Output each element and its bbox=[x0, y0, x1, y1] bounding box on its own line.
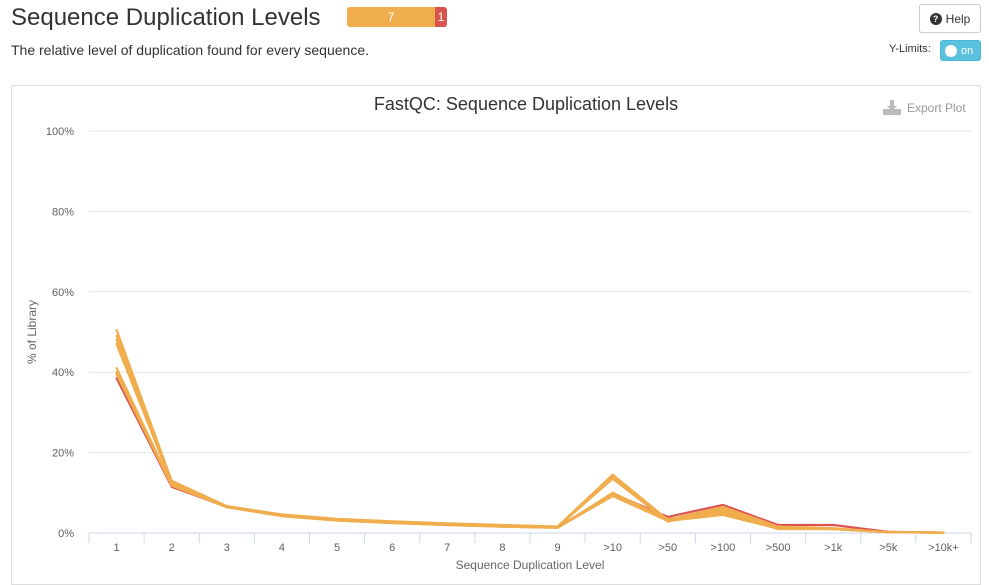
x-axis-label: Sequence Duplication Level bbox=[456, 558, 605, 572]
series-line-8 bbox=[115, 343, 945, 534]
export-plot-button[interactable]: Export Plot bbox=[883, 100, 966, 115]
x-tick-label: 3 bbox=[224, 542, 230, 554]
x-tick-label: 8 bbox=[499, 542, 505, 554]
y-tick-label: 20% bbox=[52, 448, 74, 460]
question-circle-icon: ? bbox=[929, 12, 942, 25]
help-button-label: Help bbox=[945, 11, 971, 26]
plot-panel bbox=[11, 85, 981, 585]
chart-title: FastQC: Sequence Duplication Levels bbox=[374, 94, 678, 114]
x-tick-label: 2 bbox=[169, 542, 175, 554]
x-tick-label: >500 bbox=[766, 542, 791, 554]
x-tick-label: 1 bbox=[114, 542, 120, 554]
export-plot-label: Export Plot bbox=[907, 100, 966, 115]
x-tick-label: >10 bbox=[603, 542, 622, 554]
x-tick-label: 4 bbox=[279, 542, 285, 554]
y-tick-label: 100% bbox=[46, 126, 74, 138]
warn-count-badge[interactable]: 7 bbox=[347, 7, 435, 27]
fail-count-badge[interactable]: 1 bbox=[435, 7, 447, 27]
x-tick-label: 9 bbox=[555, 542, 561, 554]
x-tick-label: >10k+ bbox=[928, 542, 959, 554]
series-line-6 bbox=[115, 334, 945, 534]
ylimits-toggle-label: on bbox=[961, 44, 974, 57]
help-button[interactable]: ? Help bbox=[919, 4, 981, 33]
toggle-knob bbox=[945, 44, 957, 57]
x-tick-label: >1k bbox=[824, 542, 843, 554]
x-tick-label: >50 bbox=[658, 542, 677, 554]
page-title: Sequence Duplication Levels bbox=[11, 4, 321, 31]
x-tick-label: 7 bbox=[444, 542, 450, 554]
y-axis-label: % of Library bbox=[25, 300, 39, 364]
x-tick-label: >5k bbox=[879, 542, 898, 554]
y-tick-label: 60% bbox=[52, 287, 74, 299]
series-line-4 bbox=[115, 338, 945, 534]
section-description: The relative level of duplication found … bbox=[11, 42, 369, 58]
status-bar[interactable]: 7 1 bbox=[347, 7, 447, 27]
x-tick-label: 6 bbox=[389, 542, 395, 554]
ylimits-label: Y-Limits: bbox=[889, 43, 931, 55]
x-tick-label: 5 bbox=[334, 542, 340, 554]
y-tick-label: 40% bbox=[52, 367, 74, 379]
x-tick-label: >100 bbox=[711, 542, 736, 554]
y-tick-label: 80% bbox=[52, 206, 74, 218]
download-icon bbox=[883, 100, 901, 115]
ylimits-toggle[interactable]: on bbox=[940, 40, 981, 61]
y-tick-label: 0% bbox=[58, 528, 74, 540]
series-line-5 bbox=[115, 328, 945, 534]
